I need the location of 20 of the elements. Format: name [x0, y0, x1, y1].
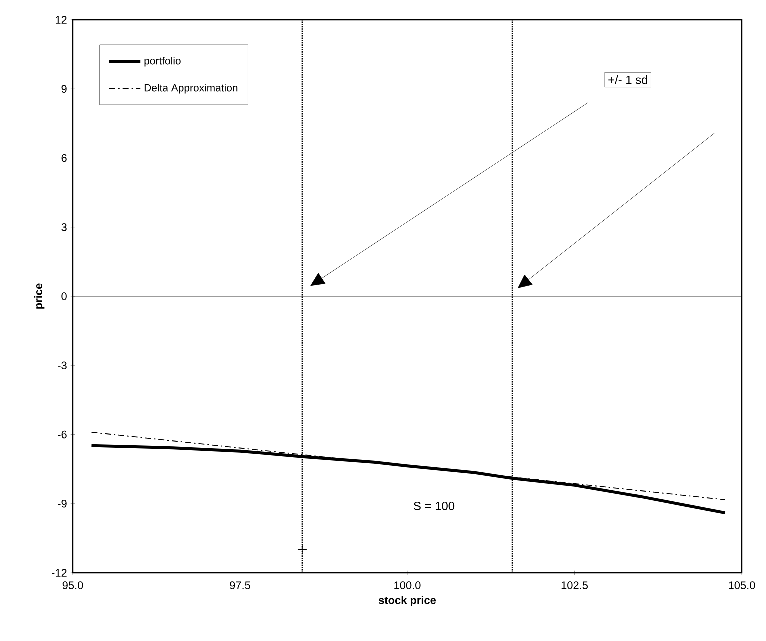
y-tick-label: 0 — [62, 292, 67, 300]
y-tick-label: -6 — [58, 430, 67, 439]
y-tick-label: 9 — [62, 85, 67, 93]
y-tick-label: 6 — [62, 154, 67, 162]
x-tick-label: 100.0 — [394, 582, 421, 590]
y-tick-label: -3 — [58, 362, 67, 370]
y-tick-label: 12 — [56, 16, 67, 24]
annotation: S = 100 — [414, 502, 455, 510]
x-tick-label: 95.0 — [62, 582, 84, 590]
legend-label: portfolio — [144, 57, 181, 67]
y-tick-label: 3 — [62, 224, 67, 232]
x-tick-label: 102.5 — [562, 582, 588, 590]
x-axis-title: stock price — [378, 596, 436, 606]
x-tick-label: 97.5 — [230, 582, 250, 590]
x-tick-label: 105.0 — [729, 582, 756, 590]
y-tick-label: -12 — [52, 569, 67, 577]
annotation: +/- 1 sd — [608, 76, 648, 84]
y-axis-title: price — [34, 284, 45, 309]
legend-label: Delta Approximation — [144, 84, 238, 94]
y-tick-label: -9 — [58, 500, 67, 508]
